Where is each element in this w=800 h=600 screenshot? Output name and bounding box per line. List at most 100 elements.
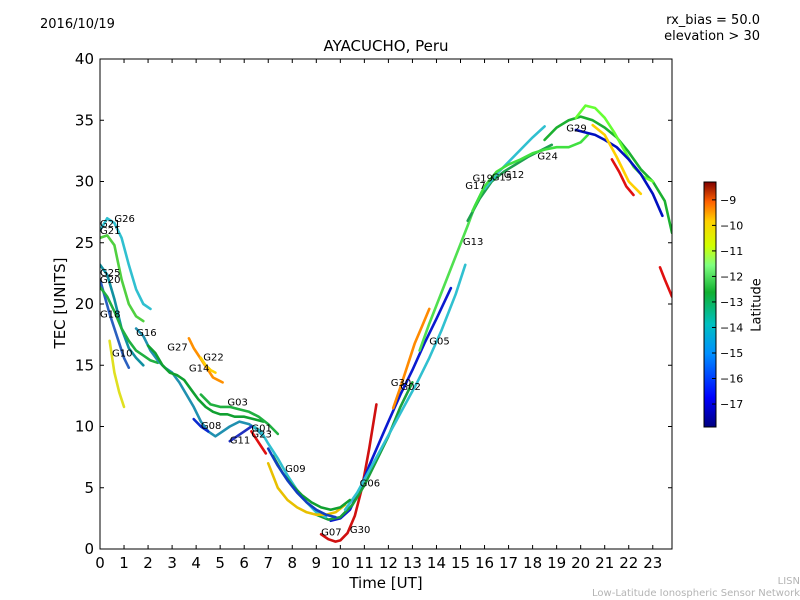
y-tick-label: 15	[75, 356, 94, 374]
x-tick-label: 9	[312, 554, 322, 572]
satellite-label: G27	[167, 343, 187, 354]
x-tick-label: 15	[451, 554, 470, 572]
colorbar-tick-label: −17	[720, 398, 743, 411]
x-tick-label: 17	[499, 554, 518, 572]
x-tick-label: 19	[547, 554, 566, 572]
series-line-g17	[483, 125, 546, 191]
y-tick-label: 35	[75, 111, 94, 129]
series-line-g21	[100, 234, 145, 323]
satellite-label: G12	[504, 170, 524, 181]
satellite-label: G17	[465, 181, 485, 192]
y-tick-label: 30	[75, 173, 94, 191]
series-line-g29	[543, 115, 672, 235]
series-line-unlabeled-12	[591, 123, 643, 196]
series-line-g10	[108, 339, 126, 409]
x-tick-label: 6	[239, 554, 249, 572]
series-line-unlabeled-14	[658, 265, 672, 298]
x-tick-label: 3	[167, 554, 177, 572]
series-line-unlabeled-11	[574, 128, 664, 218]
y-tick-label: 25	[75, 234, 94, 252]
y-tick-label: 20	[75, 295, 94, 313]
series-line-g01	[252, 425, 328, 519]
colorbar-tick-label: −14	[720, 321, 743, 334]
x-tick-label: 23	[643, 554, 662, 572]
series-line-g11	[228, 425, 253, 443]
x-tick-label: 2	[143, 554, 153, 572]
y-tick-label: 5	[84, 479, 94, 497]
satellite-label: G25	[100, 268, 120, 279]
satellite-label: G24	[537, 151, 557, 162]
satellite-label: G21	[100, 226, 120, 237]
chart-title: AYACUCHO, Peru	[323, 37, 449, 55]
satellite-label: G22	[203, 352, 223, 363]
x-tick-label: 11	[355, 554, 374, 572]
x-tick-label: 7	[263, 554, 273, 572]
series-line-unlabeled-32	[266, 447, 337, 519]
series-line-unlabeled-13	[610, 158, 635, 197]
credit-lisn: LISN	[777, 576, 800, 587]
date-label: 2016/10/19	[40, 17, 115, 32]
satellite-label: G15	[492, 172, 512, 183]
colorbar-tick-label: −16	[720, 373, 743, 386]
satellite-label: G11	[230, 436, 250, 447]
series-line-g08	[192, 417, 210, 433]
satellite-label: G30	[350, 525, 370, 536]
colorbar-tick-label: −13	[720, 296, 743, 309]
x-tick-label: 21	[595, 554, 614, 572]
series-line-g22	[199, 356, 217, 374]
series-line-g24	[471, 133, 590, 213]
x-tick-label: 8	[287, 554, 297, 572]
series-line-g06	[314, 381, 414, 521]
x-tick-label: 12	[379, 554, 398, 572]
satellite-label: G18	[100, 310, 120, 321]
axes: 0 1 2 3 4 5 6 7 8 9 10 11 12 13 14 15 16 17 18 19 20 21 22 2305…	[75, 50, 672, 572]
x-tick-label: 14	[427, 554, 446, 572]
x-tick-label: 22	[619, 554, 638, 572]
satellite-label: G03	[227, 398, 247, 409]
y-tick-label: 0	[84, 540, 94, 558]
satellite-label: G29	[566, 123, 586, 134]
series-line-g25	[100, 278, 131, 370]
satellite-label: G14	[189, 363, 209, 374]
series-line-g23	[250, 430, 268, 455]
series-line-g13	[418, 190, 484, 352]
series-line-g05	[391, 307, 431, 410]
elevation-label: elevation > 30	[664, 29, 760, 44]
x-tick-label: 0	[95, 554, 105, 572]
colorbar-tick-label: −10	[720, 219, 743, 232]
y-tick-label: 40	[75, 50, 94, 68]
x-tick-label: 4	[191, 554, 201, 572]
colorbar-tick-label: −11	[720, 245, 743, 258]
credit-network: Low-Latitude Ionospheric Sensor Network	[592, 588, 800, 599]
satellite-label: G10	[112, 349, 132, 360]
x-tick-label: 5	[215, 554, 225, 572]
x-tick-label: 16	[475, 554, 494, 572]
satellite-label: G13	[463, 237, 483, 248]
colorbar	[703, 181, 717, 428]
satellite-label: G08	[201, 421, 221, 432]
series-line-g03	[199, 393, 280, 436]
colorbar-tick-label: −15	[720, 347, 743, 360]
satellite-label: G19	[473, 174, 493, 185]
satellite-label: G23	[251, 430, 271, 441]
series-layer	[100, 104, 672, 543]
satellite-label: G30	[391, 378, 411, 389]
satellite-label: G26	[114, 214, 134, 225]
satellite-label: G05	[429, 336, 449, 347]
rx-bias-label: rx_bias = 50.0	[666, 13, 760, 28]
series-line-g27	[146, 344, 265, 423]
series-line-g09	[266, 461, 347, 517]
satellite-label: G06	[360, 479, 380, 490]
satellite-label: G16	[136, 328, 156, 339]
colorbar-tick-label: −12	[720, 270, 743, 283]
colorbar-ticks: −9 −10 −11 −12 −13 −14 −15 −16 −17	[712, 194, 743, 411]
series-line-g30	[329, 286, 453, 523]
y-tick-label: 10	[75, 418, 94, 436]
series-line-g18	[100, 285, 159, 365]
satellite-label: G01	[251, 423, 271, 434]
satellite-label: G09	[285, 464, 305, 475]
x-tick-label: 10	[331, 554, 350, 572]
series-line-g07	[319, 403, 378, 543]
